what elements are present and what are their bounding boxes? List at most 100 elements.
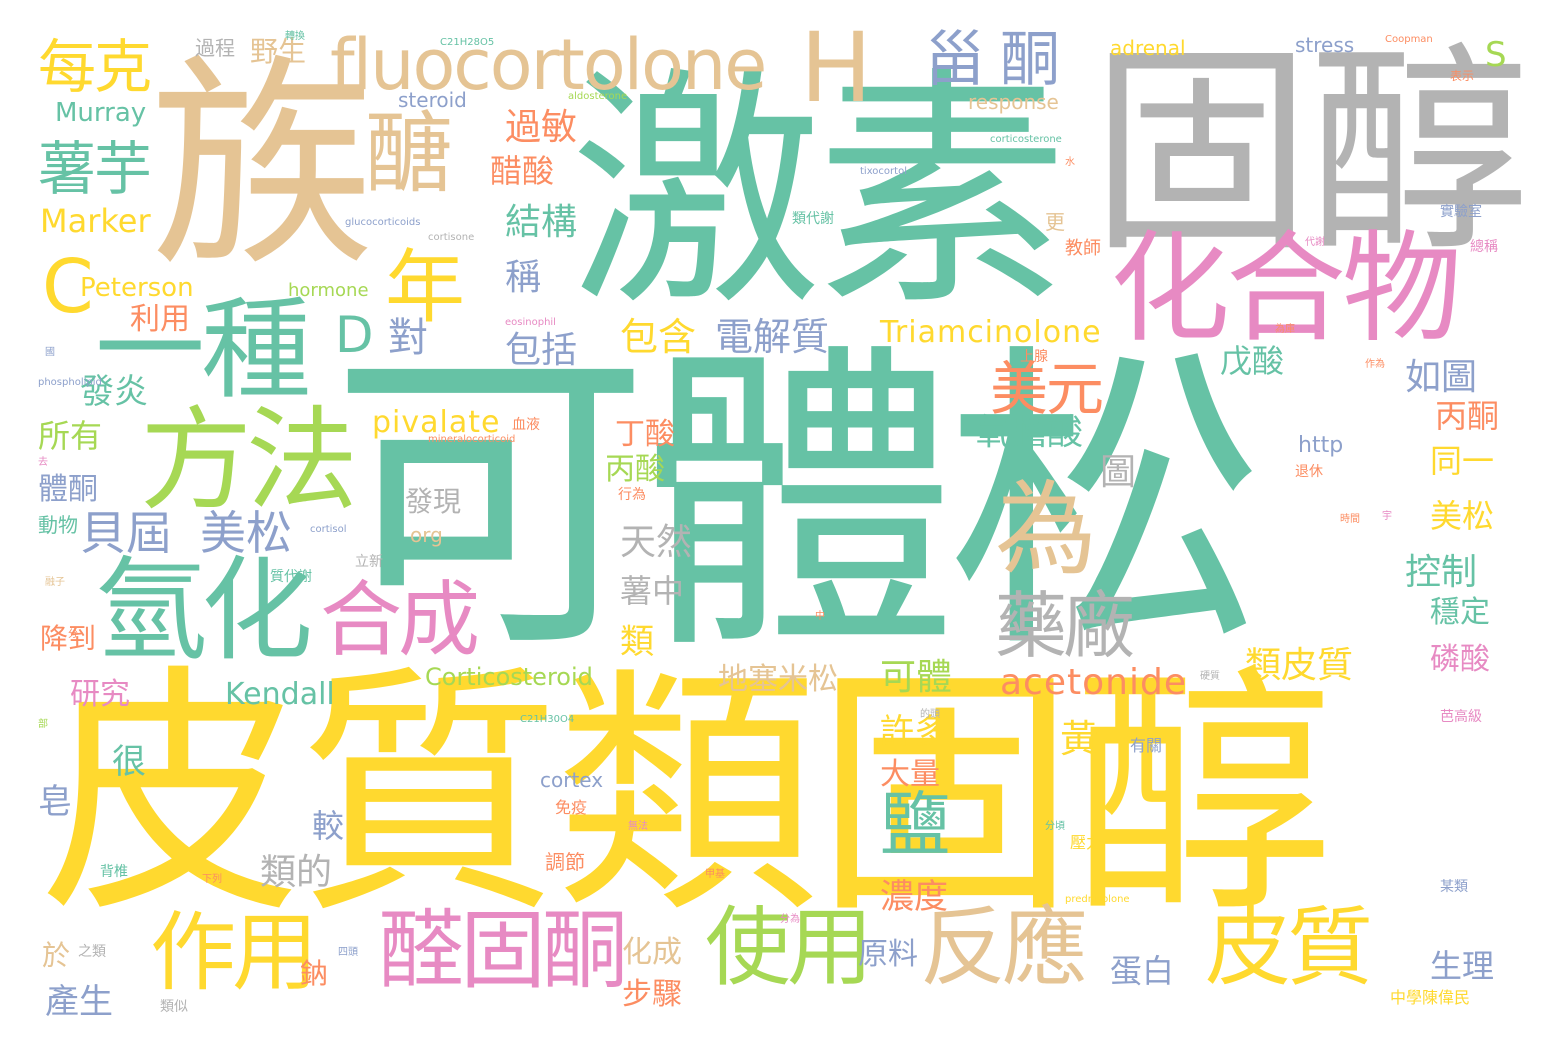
word-cloud-word: 戊酸 <box>1220 342 1285 380</box>
word-cloud-word: 過敏 <box>505 107 578 148</box>
word-cloud-word: 合成 <box>320 573 480 668</box>
word-cloud-word: 中學陳偉民 <box>1390 988 1471 1007</box>
word-cloud-word: 磷酸 <box>1430 642 1490 677</box>
word-cloud-word: cortex <box>540 768 604 792</box>
word-cloud-word: 過程 <box>195 36 235 60</box>
word-cloud-word: phospholipid <box>38 377 102 388</box>
word-cloud-word: C <box>42 244 94 330</box>
word-cloud-word: 血液 <box>512 417 540 433</box>
word-cloud-word: 去 <box>38 457 48 468</box>
word-cloud-word: 教師 <box>1065 238 1101 259</box>
word-cloud-word: 包括 <box>505 330 578 371</box>
word-cloud-word: 甲基 <box>705 869 725 880</box>
word-cloud-word: 控制 <box>1405 552 1478 593</box>
word-cloud-word: 芭高級 <box>1440 709 1482 725</box>
word-cloud-word: C21H30O4 <box>520 714 575 725</box>
word-cloud-word: 每克 <box>38 33 152 101</box>
word-cloud-word: 酮 <box>1000 25 1060 95</box>
word-cloud-word: 大量 <box>880 757 940 792</box>
word-cloud-word: 類皮質 <box>1245 645 1354 686</box>
word-cloud-word: 免疫 <box>555 798 588 817</box>
word-cloud-word: http <box>1298 433 1344 458</box>
word-cloud-word: 美元 <box>990 355 1104 423</box>
word-cloud-word: 貝屆 <box>80 506 172 560</box>
word-cloud-word: 皂 <box>38 782 72 822</box>
word-cloud-word: 體酮 <box>38 472 98 507</box>
word-cloud-word: 甾 <box>925 25 985 95</box>
word-cloud-word: cortisone <box>428 232 475 243</box>
word-cloud-word: 可體 <box>880 657 953 698</box>
word-cloud-word: 地塞米松 <box>718 662 838 697</box>
word-cloud-word: 融子 <box>45 577 65 588</box>
word-cloud-word: 化成 <box>622 935 682 970</box>
word-cloud-word: H <box>800 12 873 124</box>
word-cloud-word: steroid <box>398 88 467 112</box>
word-cloud-word: hormone <box>288 280 369 301</box>
word-cloud-word: 族 <box>150 36 375 298</box>
word-cloud-word: 動物 <box>38 513 78 537</box>
word-cloud-word: aldosterone <box>568 91 628 102</box>
word-cloud-word: 丁酸 <box>615 417 675 452</box>
word-cloud-word: tixocortol <box>860 166 907 177</box>
word-cloud-word: 硬質 <box>1200 671 1220 682</box>
word-cloud-word: 類代謝 <box>792 211 834 227</box>
word-cloud-word: 立新 <box>355 554 383 570</box>
word-cloud-word: 生理 <box>1430 947 1495 985</box>
word-cloud-word: corticosterone <box>990 134 1062 145</box>
word-cloud-word: 為庫 <box>1275 324 1295 335</box>
word-cloud-word: 化合物 <box>1110 220 1462 359</box>
word-cloud-word: 皮質類固醇 <box>40 643 1334 948</box>
word-cloud-word: 時間 <box>1340 514 1360 525</box>
word-cloud-word: 作為 <box>1365 359 1385 370</box>
word-cloud-word: 總稱 <box>1470 239 1498 255</box>
word-cloud-word: 包含 <box>620 315 697 359</box>
word-cloud-word: 丙酮 <box>1435 397 1500 435</box>
word-cloud-word: mineralocorticoid <box>428 434 516 445</box>
word-cloud-word: 行為 <box>618 487 646 503</box>
word-cloud-word: 退休 <box>1295 464 1323 480</box>
word-cloud-word: 類的 <box>260 852 333 893</box>
word-cloud-word: 皮質 <box>1205 898 1373 998</box>
word-cloud-word: Marker <box>40 202 151 240</box>
word-cloud-word: pivalate <box>372 405 501 440</box>
word-cloud-word: 轉換 <box>285 31 305 42</box>
word-cloud-word: org <box>410 523 443 547</box>
word-cloud-word: 質代謝 <box>270 569 312 585</box>
word-cloud-word: Murray <box>55 98 147 128</box>
word-cloud-word: glucocorticoids <box>345 217 421 228</box>
word-cloud-word: S <box>1485 35 1507 75</box>
word-cloud-word: 美松 <box>200 506 292 560</box>
word-cloud-word: 利用 <box>130 302 190 337</box>
word-cloud-word: 鈉 <box>300 957 329 990</box>
word-cloud-word: 表示 <box>1450 69 1475 83</box>
word-cloud-word: eosinophil <box>505 317 556 328</box>
word-cloud-word: Corticosteroid <box>425 663 593 691</box>
word-cloud-word: 無法 <box>628 821 648 832</box>
word-cloud-word: 下列 <box>202 874 222 885</box>
word-cloud-word: 步驟 <box>622 977 682 1012</box>
word-cloud-word: 許多 <box>880 712 948 752</box>
word-cloud-word: 作用 <box>150 903 318 1003</box>
word-cloud-word: 藥廠 <box>995 584 1135 668</box>
word-cloud-word: Triamcinolone <box>880 315 1102 350</box>
word-cloud-word: 類 <box>620 622 654 662</box>
word-cloud-word: 醣 <box>365 102 454 205</box>
word-cloud-word: 圖 <box>1100 452 1137 493</box>
word-cloud-word: 薯芋 <box>38 135 152 203</box>
word-cloud-word: 一種 <box>95 286 311 414</box>
word-cloud-word: 國 <box>45 347 55 358</box>
word-cloud-word: 中 <box>815 611 825 622</box>
word-cloud-word: 部 <box>38 719 48 730</box>
word-cloud-word: 很 <box>112 742 146 782</box>
word-cloud-word: Kendall <box>225 677 335 712</box>
word-cloud-word: 壓力 <box>1070 833 1103 852</box>
word-cloud-word: 對 <box>388 315 428 361</box>
word-cloud-word: D <box>335 306 374 364</box>
word-cloud-word: acetonide <box>1000 662 1187 703</box>
word-cloud-word: 可體松 <box>330 319 1266 691</box>
word-cloud-word: 年 <box>385 241 465 334</box>
word-cloud-word: 結構 <box>505 202 578 243</box>
word-cloud-word: 分頃 <box>1045 821 1065 832</box>
word-cloud-word: 更 <box>1045 210 1065 234</box>
